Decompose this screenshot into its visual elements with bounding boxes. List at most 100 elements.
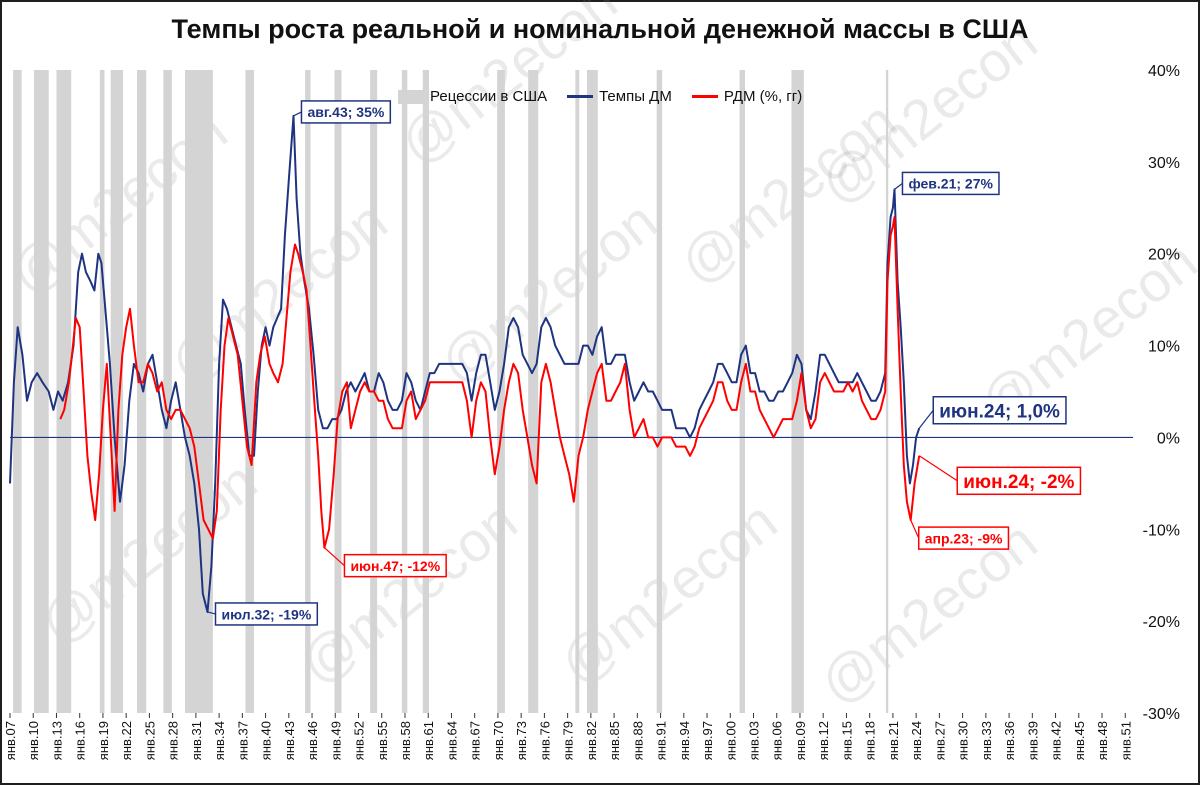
annotation: июл.32; -19% bbox=[207, 602, 319, 626]
recession-band bbox=[13, 70, 22, 713]
recession-band bbox=[497, 70, 505, 713]
x-tick-label: янв.61 bbox=[421, 721, 436, 760]
x-tick-label: янв.94 bbox=[677, 721, 692, 760]
x-tick-label: янв.73 bbox=[514, 721, 529, 760]
annotation-label: июл.32; -19% bbox=[221, 606, 311, 622]
annotation: июн.24; 1,0% bbox=[918, 395, 1067, 429]
legend-item-real: РДМ (%, гг) bbox=[691, 88, 803, 105]
annotation: июн.47; -12% bbox=[324, 547, 447, 578]
x-tick-label: янв.39 bbox=[1025, 721, 1040, 760]
x-tick-label: янв.46 bbox=[305, 721, 320, 760]
series-line-real bbox=[59, 216, 921, 549]
x-tick-label: янв.19 bbox=[96, 721, 111, 760]
annotation-label: фев.21; 27% bbox=[908, 176, 993, 192]
recession-band bbox=[739, 70, 745, 713]
x-tick-label: янв.55 bbox=[375, 721, 390, 760]
recession-band bbox=[110, 70, 124, 713]
x-tick-label: янв.28 bbox=[166, 721, 181, 760]
x-tick-label: янв.30 bbox=[956, 721, 971, 760]
y-tick-label: -30% bbox=[1143, 706, 1180, 723]
annotation-box bbox=[956, 466, 1082, 496]
legend-label-recessions: Рецессии в США bbox=[430, 88, 548, 105]
x-tick-label: янв.70 bbox=[491, 721, 506, 760]
annotation-connector bbox=[894, 182, 903, 190]
x-tick-label: янв.07 bbox=[3, 721, 18, 760]
annotation-box bbox=[214, 602, 319, 626]
annotation-label: июн.24; 1,0% bbox=[939, 401, 1060, 422]
y-tick-label: 10% bbox=[1148, 339, 1180, 356]
x-tick-label: янв.33 bbox=[979, 721, 994, 760]
legend-swatch-recessions bbox=[398, 89, 424, 104]
annotation-connector bbox=[910, 519, 920, 539]
x-tick-label: янв.58 bbox=[398, 721, 413, 760]
legend-swatch-nominal bbox=[567, 95, 594, 98]
annotation-box bbox=[343, 553, 447, 578]
x-tick-label: янв.51 bbox=[1118, 721, 1133, 760]
annotation: апр.23; -9% bbox=[910, 519, 1010, 550]
annotation-connector bbox=[918, 455, 958, 482]
recession-band bbox=[305, 70, 311, 713]
annotation-label: июн.47; -12% bbox=[350, 558, 440, 574]
x-tick-label: янв.36 bbox=[1002, 721, 1017, 760]
annotation: фев.21; 27% bbox=[894, 171, 1000, 196]
x-tick-label: янв.34 bbox=[212, 721, 227, 760]
y-axis: 40% 30% 20% 10% 0% -10% -20% -30% bbox=[1143, 63, 1180, 723]
x-axis: янв.07 янв.10 янв.13 янв.16 янв.19 янв.22 янв.… bbox=[3, 713, 1133, 760]
legend-item-recessions: Рецессии в США bbox=[398, 88, 547, 105]
annotation-box bbox=[917, 526, 1010, 550]
y-tick-label: 20% bbox=[1148, 247, 1180, 264]
legend-label-nominal: Темпы ДМ bbox=[599, 88, 672, 105]
legend-label-real: РДМ (%, гг) bbox=[723, 88, 803, 105]
x-tick-label: янв.00 bbox=[723, 721, 738, 760]
x-tick-label: янв.91 bbox=[654, 721, 669, 760]
recession-band bbox=[163, 70, 172, 713]
recession-band bbox=[334, 70, 342, 713]
recession-band bbox=[34, 70, 49, 713]
recession-bands bbox=[13, 70, 889, 713]
x-tick-label: янв.24 bbox=[909, 721, 924, 760]
annotation-connector bbox=[293, 111, 302, 117]
x-tick-label: янв.09 bbox=[793, 721, 808, 760]
x-tick-label: янв.79 bbox=[561, 721, 576, 760]
series-line-nominal bbox=[9, 114, 921, 613]
x-tick-label: янв.97 bbox=[700, 721, 715, 760]
recession-band bbox=[528, 70, 539, 713]
x-tick-label: янв.48 bbox=[1095, 721, 1110, 760]
legend-item-nominal: Темпы ДМ bbox=[567, 88, 672, 105]
x-tick-label: янв.88 bbox=[630, 721, 645, 760]
x-tick-label: янв.49 bbox=[328, 721, 343, 760]
x-tick-label: янв.10 bbox=[26, 721, 41, 760]
x-tick-label: янв.45 bbox=[1072, 721, 1087, 760]
annotation-label: авг.43; 35% bbox=[307, 104, 384, 120]
x-tick-label: янв.12 bbox=[816, 721, 831, 760]
y-tick-label: -10% bbox=[1143, 522, 1180, 539]
recession-band bbox=[885, 70, 889, 713]
x-tick-label: янв.64 bbox=[444, 721, 459, 760]
recession-band bbox=[245, 70, 254, 713]
x-tick-label: янв.25 bbox=[142, 721, 157, 760]
x-tick-label: янв.15 bbox=[839, 721, 854, 760]
annotation-label: апр.23; -9% bbox=[925, 530, 1003, 546]
y-tick-label: -20% bbox=[1143, 614, 1180, 631]
y-tick-label: 30% bbox=[1148, 155, 1180, 172]
x-tick-label: янв.52 bbox=[352, 721, 367, 760]
x-tick-label: янв.27 bbox=[932, 721, 947, 760]
x-tick-label: янв.82 bbox=[584, 721, 599, 760]
annotation-box bbox=[300, 100, 392, 124]
annotation-connector bbox=[918, 409, 934, 429]
annotation-connector bbox=[207, 611, 216, 615]
x-tick-label: янв.42 bbox=[1049, 721, 1064, 760]
recession-band bbox=[56, 70, 72, 713]
recession-band bbox=[401, 70, 408, 713]
chart-title: Темпы роста реальной и номинальной денеж… bbox=[171, 14, 1029, 44]
x-tick-label: янв.67 bbox=[468, 721, 483, 760]
annotation-label: июн.24; -2% bbox=[963, 472, 1074, 493]
annotation-connector bbox=[324, 547, 345, 567]
annotation: авг.43; 35% bbox=[293, 100, 392, 124]
annotation: июн.24; -2% bbox=[918, 455, 1082, 496]
recession-band bbox=[656, 70, 663, 713]
x-tick-label: янв.85 bbox=[607, 721, 622, 760]
x-tick-label: янв.21 bbox=[886, 721, 901, 760]
legend-swatch-real bbox=[691, 95, 718, 98]
